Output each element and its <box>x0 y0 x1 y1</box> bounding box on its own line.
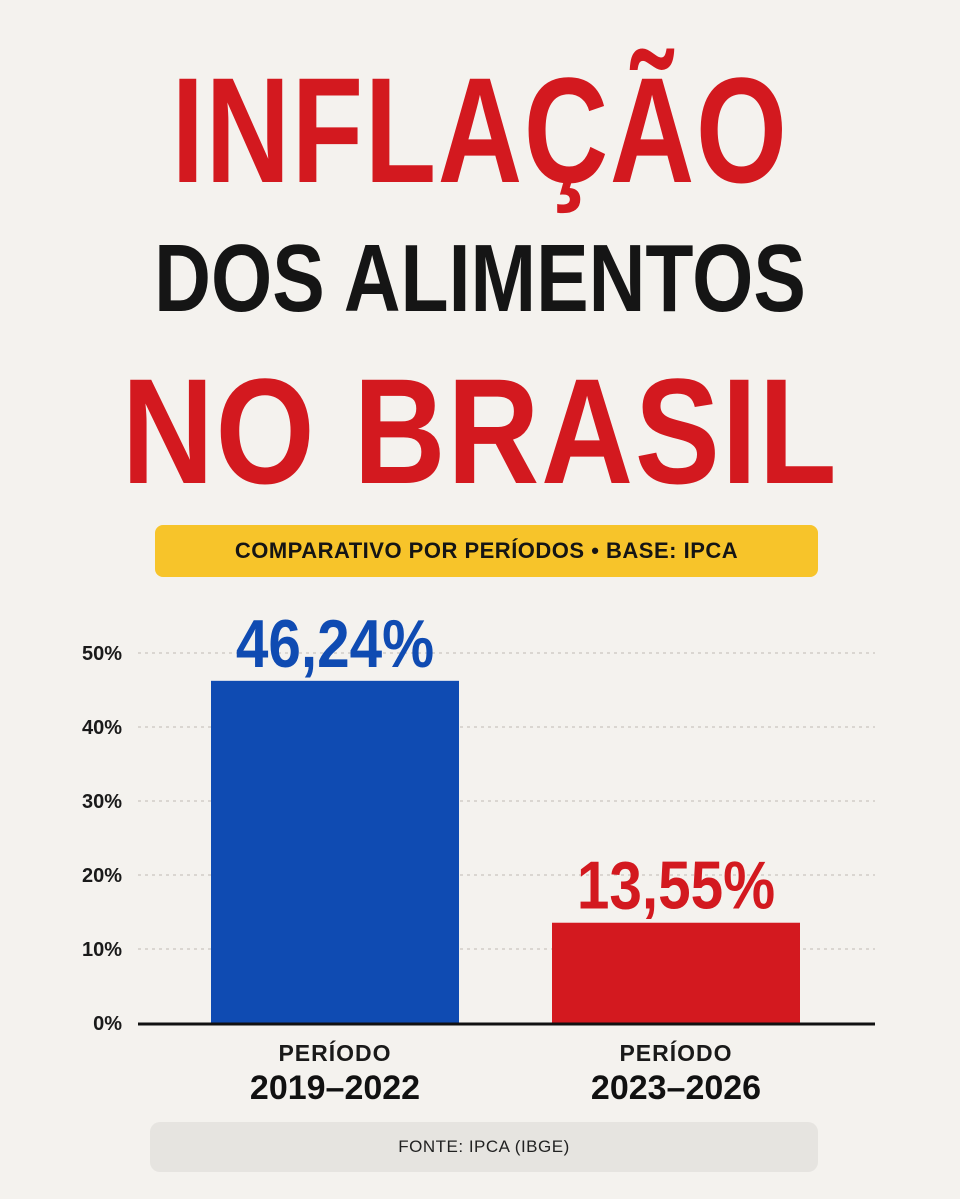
value-label: 46,24% <box>236 607 434 682</box>
category-prefix: PERÍODO <box>278 1039 391 1066</box>
y-tick-label: 40% <box>82 717 122 739</box>
value-labels: 46,24% 13,55% <box>236 607 775 924</box>
bar-1 <box>211 680 459 1023</box>
category-labels: PERÍODO 2019–2022 PERÍODO 2023–2026 <box>250 1039 761 1107</box>
category-label: 2023–2026 <box>591 1069 761 1107</box>
y-tick-label: 10% <box>82 939 122 961</box>
category-prefix: PERÍODO <box>619 1039 732 1066</box>
y-tick-label: 20% <box>82 865 122 887</box>
source-note: FONTE: IPCA (IBGE) <box>150 1122 818 1172</box>
category-label: 2019–2022 <box>250 1069 420 1107</box>
title-line-alimentos: DOS ALIMENTOS <box>154 225 806 332</box>
bars <box>211 680 800 1023</box>
value-label: 13,55% <box>577 849 775 924</box>
title-line-inflacao: INFLAÇÃO <box>171 46 789 214</box>
title-line-brasil: NO BRASIL <box>121 347 839 515</box>
bar-2 <box>552 922 800 1023</box>
y-tick-label: 50% <box>82 643 122 665</box>
y-axis-tick-labels: 0% 10% 20% 30% 40% 50% <box>82 643 122 1035</box>
y-tick-label: 30% <box>82 791 122 813</box>
y-tick-label: 0% <box>93 1013 122 1035</box>
subtitle-badge: COMPARATIVO POR PERÍODOS • BASE: IPCA <box>155 525 818 577</box>
